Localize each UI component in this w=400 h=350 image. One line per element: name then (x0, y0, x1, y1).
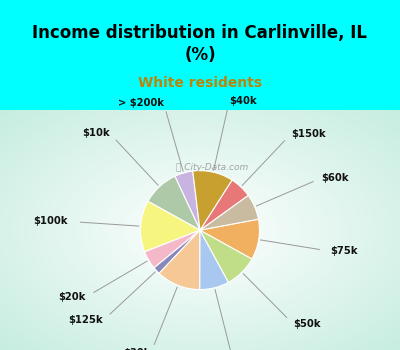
Wedge shape (200, 230, 228, 289)
Text: $20k: $20k (58, 292, 86, 302)
Wedge shape (200, 219, 260, 259)
Wedge shape (200, 180, 248, 230)
Wedge shape (200, 195, 258, 230)
Wedge shape (193, 171, 232, 230)
Text: $150k: $150k (291, 129, 326, 139)
Wedge shape (148, 176, 200, 230)
Text: > $200k: > $200k (118, 98, 164, 108)
Text: $125k: $125k (68, 315, 103, 326)
Text: $50k: $50k (293, 319, 321, 329)
Text: $60k: $60k (322, 173, 349, 183)
Text: $75k: $75k (331, 246, 358, 256)
Wedge shape (154, 230, 200, 273)
Text: White residents: White residents (138, 76, 262, 90)
Wedge shape (175, 171, 200, 230)
Text: $30k: $30k (124, 348, 151, 350)
Text: ⓘ City-Data.com: ⓘ City-Data.com (176, 163, 248, 172)
Text: $40k: $40k (229, 96, 257, 106)
Wedge shape (140, 201, 200, 252)
Wedge shape (200, 230, 252, 282)
Text: $10k: $10k (82, 128, 110, 138)
Text: Income distribution in Carlinville, IL
(%): Income distribution in Carlinville, IL (… (32, 24, 368, 64)
Wedge shape (159, 230, 200, 289)
Wedge shape (145, 230, 200, 268)
Text: $100k: $100k (34, 216, 68, 226)
